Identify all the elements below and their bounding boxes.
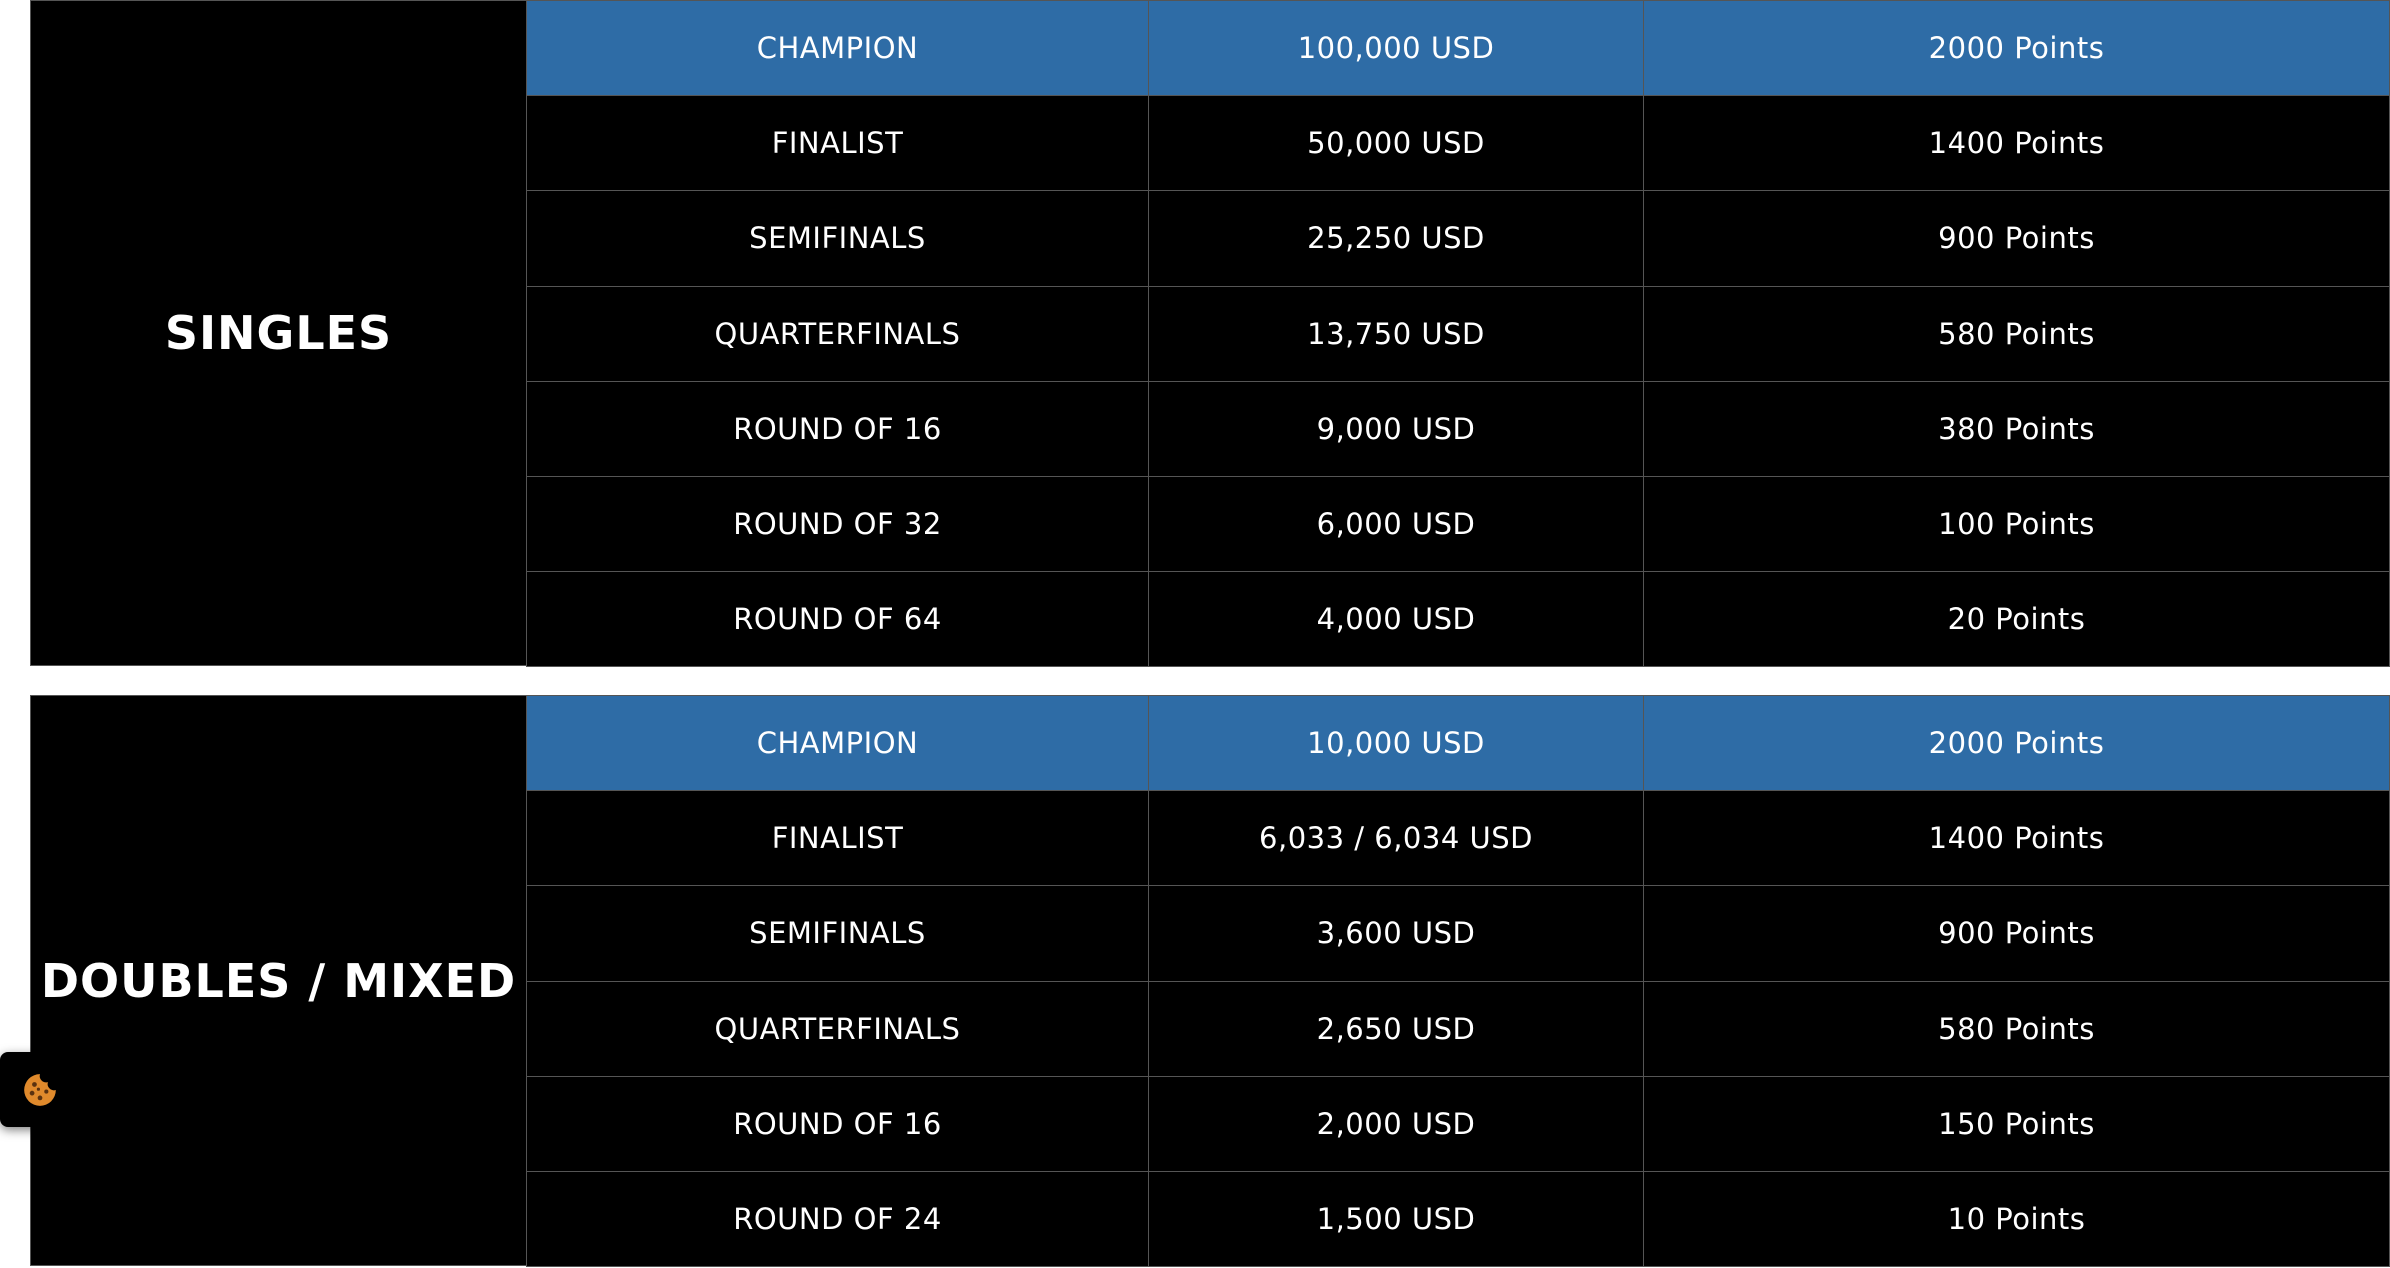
- table-cell: 20 Points: [1643, 571, 2390, 668]
- table-cell: 900 Points: [1643, 885, 2390, 982]
- header-cell: CHAMPION: [526, 695, 1149, 792]
- table-cell: 380 Points: [1643, 380, 2390, 477]
- header-cell: 10,000 USD: [1148, 695, 1644, 792]
- table-cell: 2,650 USD: [1148, 980, 1644, 1077]
- table-cell: 1400 Points: [1643, 790, 2390, 887]
- table-cell: 580 Points: [1643, 980, 2390, 1077]
- cookie-icon: [23, 1073, 56, 1106]
- table-cell: FINALIST: [526, 790, 1149, 887]
- cookie-settings-button[interactable]: [0, 1052, 79, 1127]
- table-cell: QUARTERFINALS: [526, 980, 1149, 1077]
- header-cell: CHAMPION: [526, 0, 1149, 97]
- table-title: SINGLES: [30, 0, 527, 667]
- table-cell: ROUND OF 24: [526, 1171, 1149, 1268]
- header-cell: 2000 Points: [1643, 695, 2390, 792]
- table-cell: 580 Points: [1643, 285, 2390, 382]
- table-cell: ROUND OF 16: [526, 380, 1149, 477]
- table-cell: FINALIST: [526, 95, 1149, 192]
- table-cell: 6,000 USD: [1148, 476, 1644, 573]
- header-cell: 2000 Points: [1643, 0, 2390, 97]
- table-cell: SEMIFINALS: [526, 885, 1149, 982]
- table-cell: 6,033 / 6,034 USD: [1148, 790, 1644, 887]
- table-cell: ROUND OF 32: [526, 476, 1149, 573]
- header-cell: 100,000 USD: [1148, 0, 1644, 97]
- table-cell: 150 Points: [1643, 1075, 2390, 1172]
- table-cell: 1400 Points: [1643, 95, 2390, 192]
- table-cell: 9,000 USD: [1148, 380, 1644, 477]
- table-cell: 3,600 USD: [1148, 885, 1644, 982]
- table-cell: 900 Points: [1643, 190, 2390, 287]
- table-cell: SEMIFINALS: [526, 190, 1149, 287]
- table-cell: 100 Points: [1643, 476, 2390, 573]
- table-cell: ROUND OF 64: [526, 571, 1149, 668]
- table-cell: 13,750 USD: [1148, 285, 1644, 382]
- table-title: DOUBLES / MIXED: [30, 695, 527, 1267]
- table-cell: 1,500 USD: [1148, 1171, 1644, 1268]
- table-cell: 50,000 USD: [1148, 95, 1644, 192]
- table-cell: 25,250 USD: [1148, 190, 1644, 287]
- table-cell: ROUND OF 16: [526, 1075, 1149, 1172]
- table-cell: 10 Points: [1643, 1171, 2390, 1268]
- table-cell: QUARTERFINALS: [526, 285, 1149, 382]
- table-cell: 4,000 USD: [1148, 571, 1644, 668]
- table-cell: 2,000 USD: [1148, 1075, 1644, 1172]
